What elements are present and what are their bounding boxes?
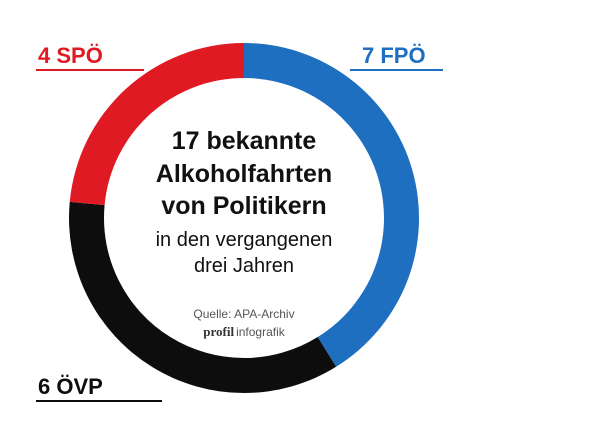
- subtitle-line-1: in den vergangenen: [156, 229, 333, 251]
- brand-rest: infografik: [236, 325, 286, 339]
- title-line-3: von Politikern: [161, 192, 326, 220]
- title-line-1: 17 bekannte: [172, 127, 317, 155]
- brand-bold: profil: [203, 324, 234, 339]
- label-ovp: 6 ÖVP: [38, 374, 103, 399]
- donut-slices: [68, 43, 419, 393]
- brand-logo: profil infografik: [203, 324, 286, 339]
- slice-fpo: [244, 43, 419, 367]
- slice-spo: [69, 43, 244, 206]
- subtitle-line-2: drei Jahren: [194, 255, 294, 277]
- slice-ovp: [68, 201, 337, 393]
- label-fpo: 7 FPÖ: [362, 43, 426, 68]
- center-text: 17 bekannte Alkoholfahrten von Politiker…: [156, 127, 333, 339]
- source-text: Quelle: APA-Archiv: [193, 307, 294, 321]
- title-line-2: Alkoholfahrten: [156, 160, 332, 188]
- label-spo: 4 SPÖ: [38, 43, 103, 68]
